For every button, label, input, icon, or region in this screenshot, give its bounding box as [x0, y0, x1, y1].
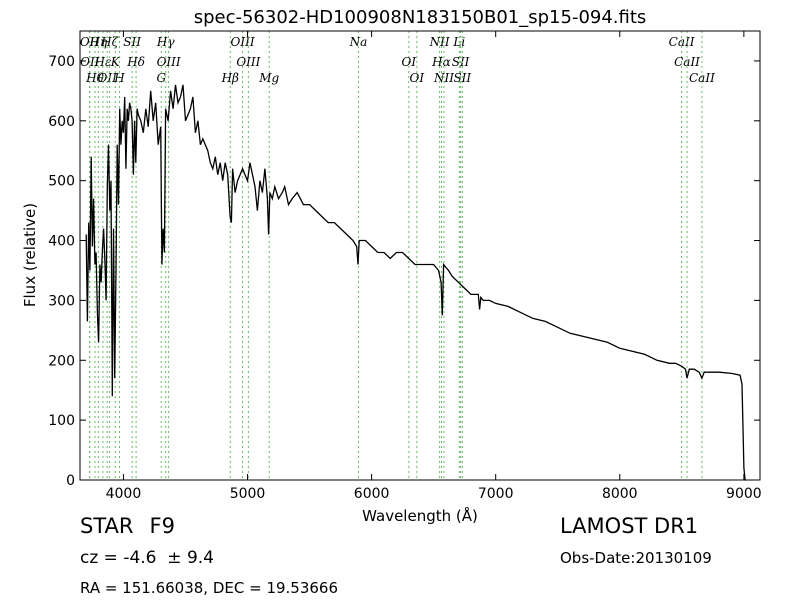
y-tick-label: 500 [48, 174, 75, 190]
marker-label: H [113, 71, 125, 85]
x-tick-label: 4000 [106, 486, 142, 502]
x-tick-label: 7000 [478, 486, 514, 502]
subclass: F9 [149, 514, 175, 538]
y-tick-label: 100 [48, 413, 75, 429]
y-tick-label: 700 [48, 54, 75, 70]
marker-label: OIII [236, 55, 260, 69]
object-class-line: STAR F9 [80, 514, 175, 538]
chart-title: spec-56302-HD100908N183150B01_sp15-094.f… [194, 7, 647, 28]
y-axis: 0 100 200 300 400 500 600 700 [48, 54, 760, 489]
survey-name: LAMOST DR1 [560, 514, 699, 538]
marker-label: OIII [157, 55, 181, 69]
x-tick-label: 6000 [354, 486, 390, 502]
marker-label: G [156, 71, 166, 85]
marker-label: SII [452, 55, 470, 69]
y-tick-label: 300 [48, 293, 75, 309]
object-class: STAR [80, 514, 134, 538]
y-tick-label: 0 [66, 473, 75, 489]
marker-label: OII [98, 71, 118, 85]
marker-label: Hε [94, 55, 112, 69]
marker-label: SII [453, 71, 471, 85]
marker-label: SII [123, 35, 141, 49]
cz-value: cz = -4.6 ± 9.4 [80, 548, 214, 568]
x-axis: 4000 5000 6000 7000 8000 9000 [106, 31, 762, 502]
marker-label: OI [409, 71, 424, 85]
marker-label: Hδ [126, 55, 145, 69]
marker-label: K [110, 55, 121, 69]
x-tick-label: 8000 [602, 486, 638, 502]
marker-label: Li [452, 35, 465, 49]
line-markers: OIIOIIHθHηHεOIIHζKHSIIHδGHγOIIIHβOIIIOII… [80, 31, 715, 480]
marker-label: OI [402, 55, 417, 69]
spectrum-line [85, 84, 747, 481]
y-tick-label: 400 [48, 234, 75, 250]
marker-label: Na [349, 35, 368, 49]
y-axis-label: Flux (relative) [21, 203, 39, 307]
marker-label: CaII [689, 71, 715, 85]
marker-label: CaII [669, 35, 695, 49]
marker-label: NII [429, 35, 450, 49]
y-tick-label: 600 [48, 114, 75, 130]
y-tick-label: 200 [48, 353, 75, 369]
plot-frame [79, 30, 761, 481]
marker-label: Hα [431, 55, 451, 69]
marker-label: Mg [258, 71, 279, 85]
marker-label: OIII [231, 35, 255, 49]
ra-dec: RA = 151.66038, DEC = 19.53666 [80, 579, 339, 597]
marker-label: Hθ [85, 71, 104, 85]
x-tick-label: 5000 [230, 486, 266, 502]
obs-date: Obs-Date:20130109 [560, 549, 712, 567]
marker-label: NII [433, 71, 454, 85]
marker-label: Hγ [156, 35, 175, 49]
marker-label: OII [80, 55, 100, 69]
marker-label: Hη [89, 35, 108, 49]
marker-label: Hβ [221, 71, 239, 85]
marker-label: Hζ [100, 35, 119, 49]
marker-label: CaII [674, 55, 700, 69]
x-axis-label: Wavelength (Å) [362, 506, 478, 525]
x-tick-label: 9000 [726, 486, 762, 502]
